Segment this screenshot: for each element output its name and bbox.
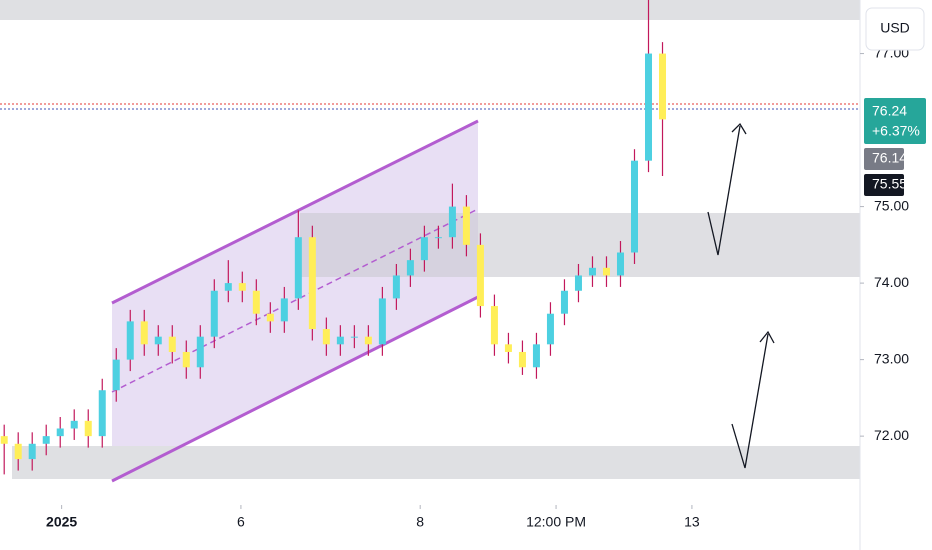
candle-body [560,290,568,314]
candle-body [546,313,554,345]
candle-body [378,298,386,345]
candle-body [112,359,120,391]
candle-body [238,283,246,291]
candle-body [182,351,190,368]
candle-body [490,306,498,345]
x-tick-label: 2025 [46,514,77,530]
candle-body [280,298,288,322]
candle-body [532,344,540,368]
candle-body [84,420,92,437]
candle-body [392,275,400,299]
candle-body [196,336,204,368]
zone [12,446,860,479]
candle-body [28,443,36,460]
change: +6.37% [872,123,920,139]
y-tick-label: 72.00 [874,427,909,443]
candle-body [140,321,148,345]
candle-body [574,275,582,291]
currency[interactable]: USD [880,20,910,36]
candle-body [420,237,428,261]
channel-line [111,119,479,305]
x-tick-label: 6 [237,514,245,530]
price: 76.14 [872,150,907,166]
candle-body [406,260,414,276]
candle-body [518,351,526,368]
candle-body [168,336,176,352]
price-tags: 76.24 +6.37% 76.14 75.55 [864,98,926,196]
candle-body [266,313,274,322]
channel-mid [111,208,479,393]
candles [0,0,667,475]
channel-line [111,295,479,483]
last-price: 76.24 [872,103,907,119]
candle-body [630,160,638,253]
price-tag [864,148,904,170]
candle-body [616,252,624,276]
candle-body [602,267,610,276]
arrow [707,125,741,256]
zone [300,213,860,277]
candle-body [210,290,218,337]
price-tag [864,174,904,196]
candle-body [308,237,316,330]
candle-body [476,244,484,307]
candle-body [70,420,78,429]
x-tick-label: 8 [416,514,424,530]
x-tick-label: 12:00 PM [526,514,586,530]
candle-body [0,436,8,444]
candle-body [434,237,442,239]
y-tick-label: 73.00 [874,350,909,366]
candle-body [588,267,596,276]
candle-body [294,237,302,299]
candle-body [252,290,260,314]
currency-box[interactable] [865,7,925,51]
arrow-head [731,122,747,135]
candle-body [126,321,134,360]
candle-body [448,206,456,238]
candle-body [659,53,667,120]
candle-body [645,53,653,161]
candle-body [504,344,512,352]
candle-body [364,336,372,345]
y-tick-label: 74.00 [874,274,909,290]
candle-body [322,329,330,345]
currency-button[interactable]: USD [865,7,925,51]
candle-body [14,443,22,460]
price: 75.55 [872,176,907,192]
candle-body [350,336,358,338]
x-tick-label: 13 [684,514,700,530]
candle-body [462,206,470,245]
candle-body [336,336,344,345]
arrow-head [759,330,775,344]
candle-body [98,390,106,437]
last-price-tag [864,98,926,144]
candle-body [154,336,162,345]
candle-body [224,283,232,291]
zone [0,0,860,20]
candle-body [42,436,50,444]
drawings [0,0,860,483]
y-tick-label: 75.00 [874,197,909,213]
candle-body [56,428,64,437]
arrow [731,333,769,469]
